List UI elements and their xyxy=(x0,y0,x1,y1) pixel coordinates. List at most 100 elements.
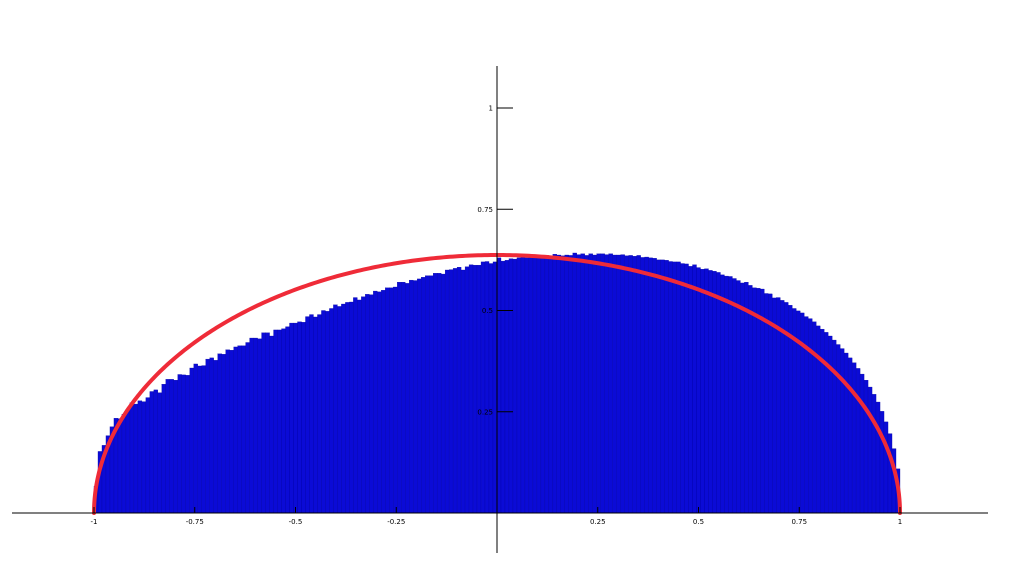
histogram-bar xyxy=(401,281,406,514)
histogram-bar xyxy=(883,421,889,514)
histogram-bar xyxy=(448,269,454,514)
histogram-bar xyxy=(556,254,561,514)
histogram-bar xyxy=(676,261,681,514)
x-tick-label: 0.75 xyxy=(791,518,807,526)
histogram-bar xyxy=(309,314,314,514)
histogram-bar xyxy=(843,352,849,514)
histogram-bar xyxy=(592,254,597,514)
histogram-bar xyxy=(433,273,438,514)
histogram-bar xyxy=(305,316,310,514)
histogram-bar xyxy=(345,302,350,514)
histogram-bar xyxy=(468,264,474,514)
histogram-bar xyxy=(333,304,338,514)
histogram-bar xyxy=(121,414,127,514)
histogram-bar xyxy=(859,373,865,514)
histogram-bar xyxy=(365,294,370,514)
histogram-bar xyxy=(496,257,502,514)
histogram-bar xyxy=(460,269,466,514)
histogram-bar xyxy=(201,365,206,514)
histogram-bar xyxy=(189,367,194,514)
x-tick-label: 0.5 xyxy=(693,518,704,526)
histogram-bar xyxy=(744,281,749,514)
histogram-bar xyxy=(528,256,534,514)
histogram-bar xyxy=(145,397,151,514)
histogram-bar xyxy=(668,261,673,514)
histogram-bar xyxy=(879,411,885,514)
histogram-bar xyxy=(241,345,246,514)
histogram-bar xyxy=(157,392,162,514)
histogram-bar xyxy=(381,290,386,514)
histogram-bar xyxy=(321,310,326,514)
histogram-bar xyxy=(684,263,689,514)
histogram-bar xyxy=(632,256,637,514)
histogram-bar xyxy=(728,276,733,514)
histogram-bar xyxy=(141,401,147,514)
y-tick-label: 0.25 xyxy=(477,408,493,416)
histogram-bar xyxy=(329,308,334,514)
histogram-bar xyxy=(137,400,143,514)
y-tick-label: 1 xyxy=(489,105,493,113)
histogram-bar xyxy=(205,358,210,514)
histogram-bar xyxy=(772,297,777,514)
y-tick-label: 0.75 xyxy=(477,206,493,214)
histogram-bar xyxy=(297,321,302,514)
histogram-bar xyxy=(840,348,845,514)
histogram-bar xyxy=(564,254,569,514)
histogram-bar xyxy=(584,255,589,514)
histogram-bar xyxy=(532,256,538,514)
histogram-bar xyxy=(413,280,418,514)
histogram-bar xyxy=(253,337,258,514)
histogram-bar xyxy=(524,257,530,514)
histogram-bar xyxy=(588,253,593,514)
x-axis-ticks: -1 -0.75 -0.5 -0.25 0.25 0.5 0.75 1 xyxy=(91,507,902,526)
histogram-bar xyxy=(440,273,446,514)
histogram-bar xyxy=(161,384,166,514)
histogram-bar xyxy=(672,261,677,514)
histogram-bar xyxy=(492,261,498,514)
histogram-bar xyxy=(732,278,737,514)
histogram-bar xyxy=(700,269,705,514)
histogram-bar xyxy=(464,266,470,514)
histogram-bar xyxy=(512,258,518,514)
histogram-bar xyxy=(233,346,238,514)
histogram-bar xyxy=(636,255,641,514)
histogram-bar xyxy=(652,258,657,514)
histogram-bar xyxy=(824,332,829,514)
histogram-bar xyxy=(133,403,139,514)
histogram-bar xyxy=(417,278,422,514)
histogram-bar xyxy=(648,257,653,514)
histogram-bar xyxy=(628,255,633,514)
histogram-bar xyxy=(875,401,881,514)
histogram-bar xyxy=(484,261,490,514)
histogram-bar xyxy=(209,357,214,514)
histogram-bar xyxy=(125,409,131,514)
histogram-bar xyxy=(472,264,478,514)
histogram-bar xyxy=(456,267,462,514)
histogram-bar xyxy=(688,266,693,514)
histogram-bar xyxy=(608,253,613,514)
histogram-bar xyxy=(369,294,374,514)
histogram-bar xyxy=(716,272,721,514)
histogram-bar xyxy=(851,362,857,514)
histogram-bar xyxy=(836,344,841,514)
histogram-bar xyxy=(249,337,254,514)
histogram-bar xyxy=(488,263,494,514)
histogram-bar xyxy=(580,253,585,514)
histogram-bar xyxy=(847,357,853,514)
histogram-bar xyxy=(357,299,362,514)
histogram-bar xyxy=(197,365,202,514)
histogram-bar xyxy=(867,386,873,514)
histogram-bar xyxy=(261,332,266,514)
histogram-bar xyxy=(425,275,430,514)
histogram-bar xyxy=(576,254,581,514)
histogram-bar xyxy=(540,255,546,514)
histogram-bar xyxy=(696,267,701,514)
histogram-bar xyxy=(863,380,869,514)
histogram-bar xyxy=(855,368,861,514)
histogram-bar xyxy=(544,255,550,514)
histogram-bar xyxy=(680,263,685,514)
histogram-bar xyxy=(237,345,242,514)
histogram-bar xyxy=(664,260,669,514)
histogram-bar xyxy=(887,433,893,514)
histogram-bar xyxy=(600,253,605,514)
